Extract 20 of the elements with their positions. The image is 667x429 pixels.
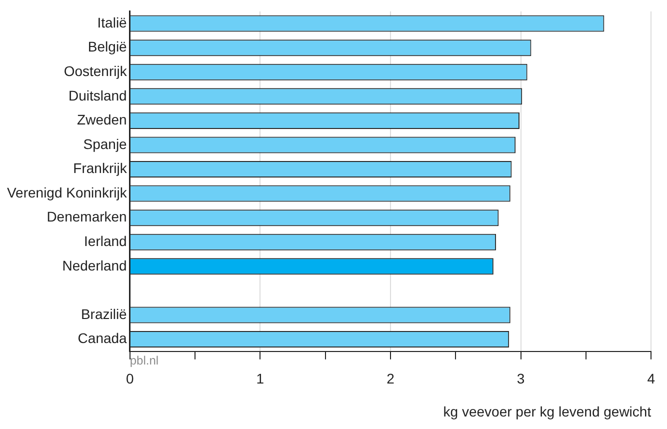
x-tick-label: 0 bbox=[126, 370, 134, 387]
y-tick-label: Duitsland bbox=[68, 87, 127, 104]
x-tick-label: 4 bbox=[647, 370, 656, 387]
y-tick-label: Canada bbox=[78, 330, 128, 346]
y-tick-label: Nederland bbox=[62, 257, 127, 274]
y-tick-label: Spanje bbox=[83, 136, 128, 152]
y-tick-label: Oostenrijk bbox=[64, 62, 128, 79]
x-tick-label: 1 bbox=[256, 370, 264, 387]
y-tick-label: Ierland bbox=[84, 232, 127, 249]
x-tick-label: 3 bbox=[516, 370, 525, 387]
y-tick-label: Verenigd Koninkrijk bbox=[6, 184, 128, 200]
y-tick-label: België bbox=[88, 38, 128, 55]
y-tick-label: Zweden bbox=[77, 112, 127, 128]
y-tick-label: Brazilië bbox=[80, 306, 128, 322]
y-tick-label: Denemarken bbox=[46, 208, 127, 225]
text: pbl.nl bbox=[130, 354, 159, 368]
x-tick-label: 2 bbox=[386, 370, 395, 387]
y-tick-label: Italië bbox=[97, 14, 128, 30]
x-axis-title: kg veevoer per kg levend gewicht bbox=[443, 403, 652, 420]
y-tick-label: Frankrijk bbox=[73, 160, 128, 176]
